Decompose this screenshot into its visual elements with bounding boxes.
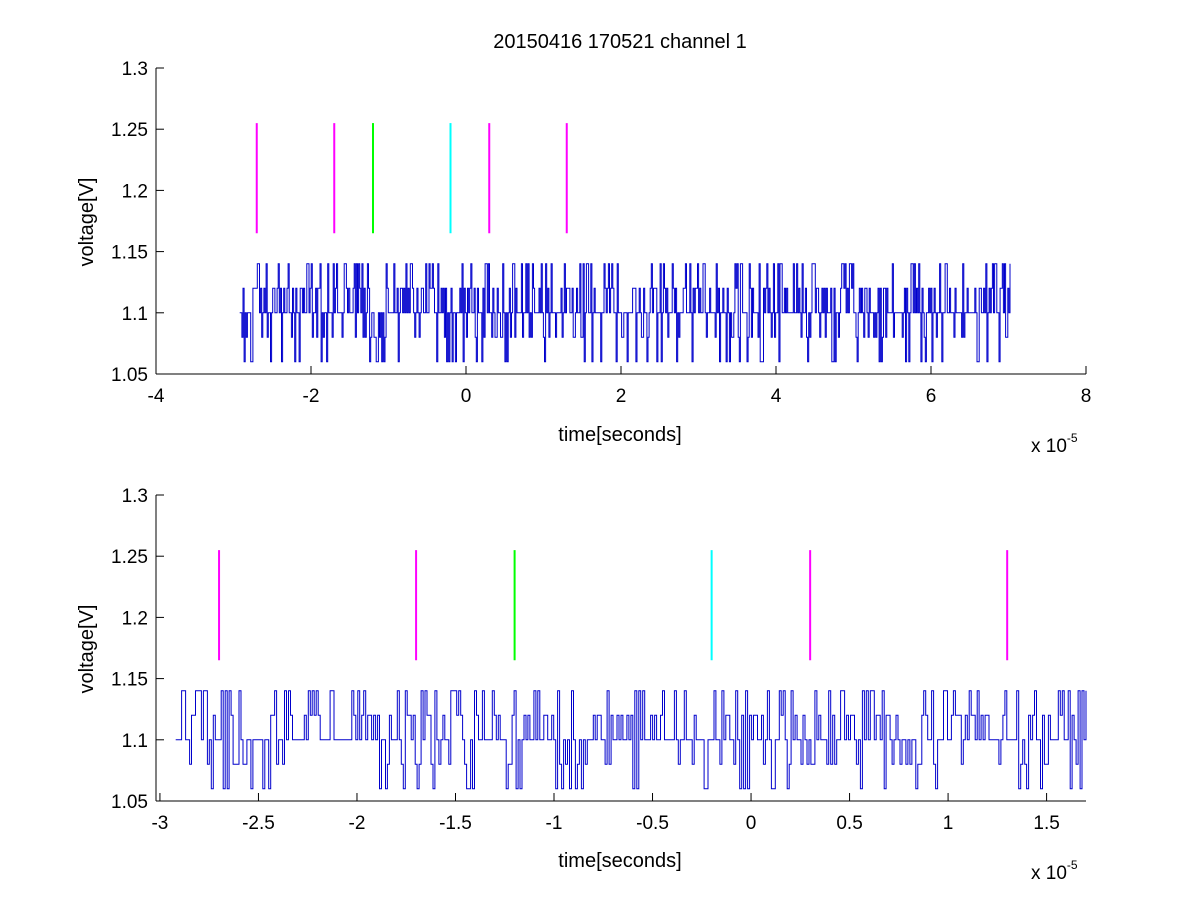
top-y-tick-label: 1.2 (122, 181, 148, 202)
bottom-x-tick-label: -2.5 (242, 813, 275, 834)
bottom-y-tick-label: 1.25 (111, 547, 148, 568)
top-y-tick-label: 1.1 (122, 304, 148, 325)
bottom-signal-group (175, 690, 1087, 790)
top-x-tick-label: -2 (303, 386, 320, 407)
top-x-exponent-power: -5 (1067, 431, 1078, 445)
top-tick-group: -4 -2 0 2 4 6 8 1.05 1.1 1.15 1.2 1.25 1.3 (111, 59, 1091, 407)
bottom-marker-group (218, 550, 1009, 661)
top-signal-trace (239, 263, 1011, 363)
bottom-signal-trace (175, 690, 1087, 790)
top-x-exponent: x 10-5 (1031, 431, 1078, 457)
top-y-tick-label: 1.05 (111, 365, 148, 386)
bottom-axes: -3 -2.5 -2 -1.5 -1 -0.5 0 0.5 1 1.5 1.05 1.1 1.15 1.2… (76, 486, 1087, 884)
top-marker-group (255, 123, 568, 234)
bottom-x-tick-label: -0.5 (636, 813, 669, 834)
bottom-x-tick-label: -1 (546, 813, 563, 834)
top-x-tick-label: 8 (1081, 386, 1092, 407)
top-y-tick-label: 1.3 (122, 59, 148, 80)
bottom-x-tick-label: 1.5 (1033, 813, 1059, 834)
bottom-x-tick-label: 0.5 (836, 813, 862, 834)
bottom-y-tick-label: 1.2 (122, 608, 148, 629)
bottom-x-exponent-power: -5 (1067, 858, 1078, 872)
top-y-tick-label: 1.15 (111, 243, 148, 264)
bottom-x-tick-label: 0 (746, 813, 757, 834)
bottom-x-tick-label: -3 (151, 813, 168, 834)
top-x-tick-label: 6 (926, 386, 937, 407)
bottom-y-tick-label: 1.15 (111, 670, 148, 691)
bottom-x-tick-label: 1 (943, 813, 954, 834)
top-axes: -4 -2 0 2 4 6 8 1.05 1.1 1.15 1.2 1.25 1.3 time[seco… (76, 59, 1091, 457)
bottom-x-tick-label: -2 (349, 813, 366, 834)
top-y-tick-label: 1.25 (111, 120, 148, 141)
bottom-tick-group: -3 -2.5 -2 -1.5 -1 -0.5 0 0.5 1 1.5 1.05 1.1 1.15 1.2… (111, 486, 1060, 834)
top-signal-group (239, 263, 1011, 363)
top-xlabel: time[seconds] (558, 424, 681, 446)
bottom-x-exponent-base: x 10 (1031, 863, 1067, 884)
top-x-exponent-base: x 10 (1031, 436, 1067, 457)
figure-title: 20150416 170521 channel 1 (493, 31, 747, 53)
bottom-ylabel: voltage[V] (76, 605, 98, 694)
top-x-tick-label: 2 (616, 386, 627, 407)
bottom-y-tick-label: 1.1 (122, 731, 148, 752)
bottom-x-exponent: x 10-5 (1031, 858, 1078, 884)
top-x-tick-label: 4 (771, 386, 782, 407)
bottom-xlabel: time[seconds] (558, 850, 681, 872)
top-x-tick-label: -4 (148, 386, 165, 407)
bottom-axes-frame (155, 495, 1086, 802)
bottom-y-tick-label: 1.05 (111, 792, 148, 813)
bottom-x-tick-label: -1.5 (439, 813, 472, 834)
top-x-tick-label: 0 (461, 386, 472, 407)
bottom-y-tick-label: 1.3 (122, 486, 148, 507)
top-ylabel: voltage[V] (76, 178, 98, 267)
